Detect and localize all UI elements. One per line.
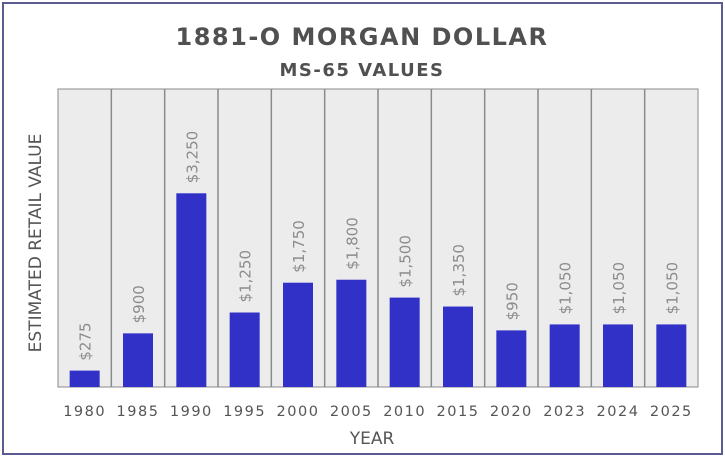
data-label-2005: $1,800 [343,217,361,270]
data-label-2010: $1,500 [397,235,415,288]
x-tick-2020: 2020 [490,404,533,420]
data-label-2020: $950 [503,282,521,320]
bar-2010 [389,297,420,387]
x-tick-1995: 1995 [223,404,266,420]
data-label-1985: $900 [130,285,148,323]
bar-2025 [656,324,687,387]
bar-2015 [443,306,473,387]
data-label-2015: $1,350 [450,244,468,297]
x-tick-1980: 1980 [63,404,106,420]
x-tick-2024: 2024 [597,404,640,420]
chart-title: 1881-O MORGAN DOLLAR [176,23,549,51]
x-tick-2015: 2015 [437,404,480,420]
x-tick-1990: 1990 [170,404,213,420]
data-label-1990: $3,250 [183,131,201,184]
x-tick-2023: 2023 [543,404,586,420]
x-tick-1985: 1985 [117,404,160,420]
x-tick-2010: 2010 [383,404,426,420]
data-label-2025: $1,050 [663,262,681,315]
data-label-1995: $1,250 [237,250,255,303]
x-tick-2000: 2000 [277,404,320,420]
y-axis-label: ESTIMATED RETAIL VALUE [26,134,46,353]
bar-1985 [123,333,153,387]
chart-subtitle: MS-65 VALUES [279,60,444,81]
bar-2000 [283,282,313,387]
bar-2005 [336,279,367,387]
data-label-1980: $275 [77,322,95,360]
bar-1990 [176,193,207,387]
bar-1980 [69,370,100,387]
bar-1995 [229,312,260,387]
x-tick-2025: 2025 [650,404,693,420]
bar-2024 [603,324,633,387]
data-label-2000: $1,750 [290,220,308,273]
data-label-2023: $1,050 [557,262,575,315]
x-axis-label: YEAR [349,429,395,449]
x-tick-2005: 2005 [330,404,373,420]
bar-2020 [496,330,527,387]
bar-2023 [549,324,580,387]
data-label-2024: $1,050 [610,262,628,315]
